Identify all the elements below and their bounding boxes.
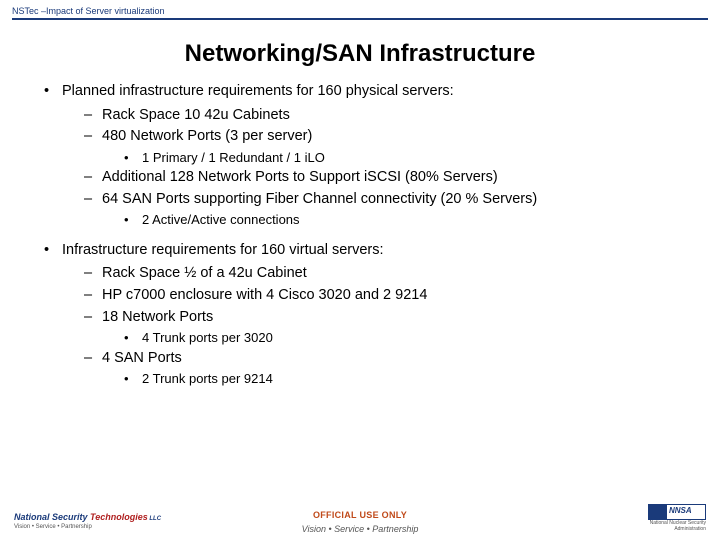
bullet-text: 480 Network Ports (3 per server)	[102, 128, 312, 144]
bullet-text: 64 SAN Ports supporting Fiber Channel co…	[102, 191, 537, 207]
bullet-l1: Infrastructure requirements for 160 virt…	[44, 241, 676, 261]
bullet-l2: Rack Space 10 42u Cabinets	[84, 106, 676, 126]
bullet-text: 2 Active/Active connections	[142, 212, 300, 227]
bullet-l2: 480 Network Ports (3 per server)	[84, 127, 676, 147]
slide-header: NSTec –Impact of Server virtualization	[0, 0, 720, 18]
bullet-text: Planned infrastructure requirements for …	[62, 83, 454, 99]
bullet-text: 2 Trunk ports per 9214	[142, 371, 273, 386]
bullet-l2: 4 SAN Ports	[84, 349, 676, 369]
bullet-text: 18 Network Ports	[102, 309, 213, 325]
bullet-l2: 64 SAN Ports supporting Fiber Channel co…	[84, 190, 676, 210]
bullet-text: Additional 128 Network Ports to Support …	[102, 169, 498, 185]
bullet-l2: HP c7000 enclosure with 4 Cisco 3020 and…	[84, 286, 676, 306]
header-text: NSTec –Impact of Server virtualization	[12, 6, 165, 16]
bullet-text: HP c7000 enclosure with 4 Cisco 3020 and…	[102, 287, 427, 303]
official-use-only: OFFICIAL USE ONLY	[0, 510, 720, 520]
bullet-l2: 18 Network Ports	[84, 308, 676, 328]
bullet-text: Rack Space 10 42u Cabinets	[102, 107, 290, 123]
slide-content: Planned infrastructure requirements for …	[0, 82, 720, 388]
bullet-text: 4 Trunk ports per 3020	[142, 330, 273, 345]
bullet-l3: 2 Active/Active connections	[124, 211, 676, 229]
footer-tagline: Vision • Service • Partnership	[0, 524, 720, 534]
bullet-l1: Planned infrastructure requirements for …	[44, 82, 676, 102]
bullet-l2: Additional 128 Network Ports to Support …	[84, 168, 676, 188]
bullet-l3: 2 Trunk ports per 9214	[124, 370, 676, 388]
bullet-l2: Rack Space ½ of a 42u Cabinet	[84, 264, 676, 284]
bullet-text: 4 SAN Ports	[102, 350, 182, 366]
slide-footer: OFFICIAL USE ONLY Vision • Service • Par…	[0, 510, 720, 534]
slide-title: Networking/SAN Infrastructure	[0, 40, 720, 68]
header-rule	[12, 18, 708, 20]
bullet-text: Rack Space ½ of a 42u Cabinet	[102, 265, 307, 281]
bullet-text: Infrastructure requirements for 160 virt…	[62, 242, 384, 258]
bullet-l3: 4 Trunk ports per 3020	[124, 329, 676, 347]
bullet-l3: 1 Primary / 1 Redundant / 1 iLO	[124, 149, 676, 167]
bullet-text: 1 Primary / 1 Redundant / 1 iLO	[142, 150, 325, 165]
